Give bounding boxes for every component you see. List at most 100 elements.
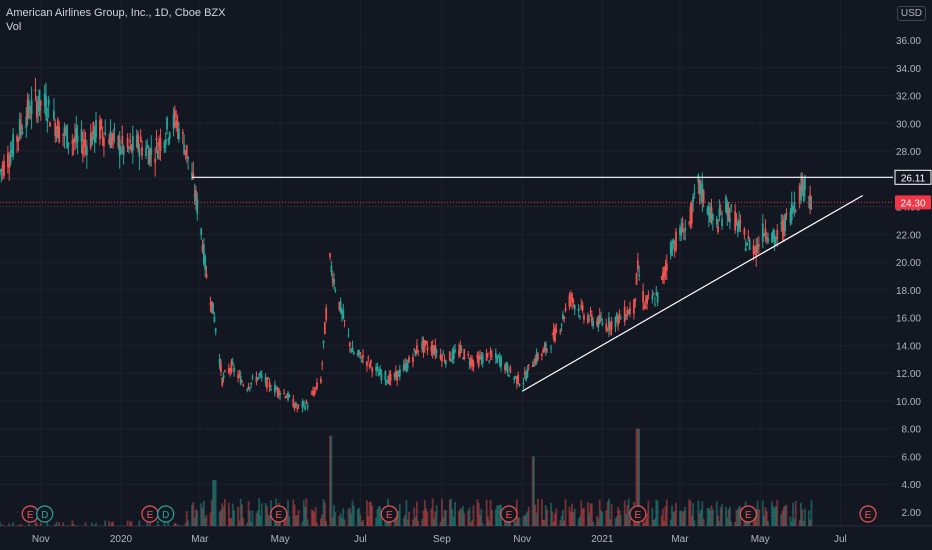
- volume-bar: [580, 500, 583, 526]
- volume-indicator-label[interactable]: Vol: [6, 21, 22, 33]
- volume-bar: [479, 514, 481, 526]
- candle-body: [360, 360, 363, 362]
- candle-body: [0, 170, 1, 173]
- candle-body: [430, 346, 433, 352]
- candle-body: [366, 361, 368, 367]
- candle-body: [21, 131, 24, 134]
- volume-bar: [371, 505, 374, 526]
- candle-body: [67, 142, 70, 146]
- currency-button[interactable]: USD: [896, 6, 926, 21]
- volume-bar: [421, 519, 424, 526]
- dividend-marker-label: D: [41, 510, 48, 521]
- volume-bar: [330, 435, 333, 526]
- candle-body: [330, 265, 333, 273]
- candle-body: [325, 308, 328, 321]
- candle-body: [200, 228, 203, 235]
- candle-body: [229, 369, 232, 372]
- volume-bar: [1, 524, 4, 526]
- volume-bar: [268, 514, 271, 526]
- candle-body: [402, 364, 405, 371]
- earnings-marker[interactable]: [270, 505, 288, 523]
- candle-body: [754, 249, 756, 251]
- candle-body: [534, 358, 537, 364]
- candle-body: [362, 354, 364, 359]
- candle-body: [147, 151, 150, 165]
- volume-bar: [339, 513, 342, 526]
- earnings-marker[interactable]: [629, 505, 647, 523]
- volume-bar: [126, 520, 129, 526]
- volume-bar: [138, 520, 141, 526]
- candle-body: [506, 364, 509, 374]
- candle-body: [62, 133, 65, 136]
- volume-bar: [586, 502, 589, 526]
- candle-body: [413, 348, 416, 350]
- volume-bar: [448, 499, 451, 526]
- volume-bar: [379, 506, 381, 526]
- volume-bar: [433, 518, 435, 526]
- candle-body: [734, 210, 737, 231]
- candle-body: [237, 374, 239, 379]
- chart-header: American Airlines Group, Inc., 1D, Cboe …: [6, 6, 225, 34]
- volume-bar: [776, 499, 779, 526]
- earnings-marker[interactable]: [859, 505, 877, 523]
- candle-body: [697, 174, 700, 184]
- candle-body: [85, 146, 88, 156]
- volume-bar: [660, 515, 663, 526]
- candle-body: [312, 390, 314, 395]
- volume-bar: [748, 522, 751, 526]
- volume-bar: [551, 511, 554, 526]
- volume-bar: [707, 507, 710, 526]
- candle-body: [651, 295, 654, 300]
- volume-bar: [772, 506, 775, 526]
- candle-body: [174, 110, 176, 117]
- volume-bar: [54, 524, 57, 526]
- candle-body: [285, 396, 288, 398]
- earnings-marker[interactable]: [380, 505, 398, 523]
- trend-line: [521, 194, 864, 392]
- volume-bar: [158, 525, 161, 526]
- candle-body: [150, 148, 153, 155]
- candle-body: [571, 293, 573, 302]
- candle-body: [112, 133, 115, 140]
- y-tick-label: 32.00: [896, 92, 921, 103]
- earnings-marker[interactable]: [500, 505, 518, 523]
- candle-body: [100, 119, 103, 129]
- candle-body: [698, 179, 701, 194]
- candle-body: [717, 226, 719, 233]
- candle-body: [660, 276, 663, 278]
- volume-bar: [496, 505, 499, 526]
- volume-bar: [590, 503, 593, 526]
- volume-bar: [476, 499, 479, 526]
- candle-body: [196, 199, 199, 214]
- last-price-label: 24.30: [900, 198, 925, 209]
- candle-body: [515, 376, 518, 384]
- volume-bar: [471, 520, 474, 526]
- volume-bar: [509, 522, 512, 526]
- candle-body: [166, 117, 168, 130]
- candle-body: [702, 190, 705, 203]
- volume-bar: [367, 515, 370, 526]
- volume-bar: [91, 522, 93, 526]
- candle-body: [191, 172, 193, 180]
- volume-bar: [540, 499, 543, 526]
- candle-body: [771, 232, 773, 243]
- volume-bar: [809, 519, 812, 526]
- volume-bar: [130, 521, 133, 526]
- candle-body: [187, 156, 189, 160]
- volume-bar: [771, 501, 773, 526]
- volume-bar: [28, 523, 30, 526]
- candle-body: [268, 381, 271, 388]
- volume-bar: [149, 522, 151, 526]
- volume-bar: [690, 515, 693, 526]
- dividend-marker[interactable]: [157, 505, 175, 523]
- volume-bar: [789, 516, 792, 526]
- x-tick-label: Mar: [191, 534, 209, 545]
- candle-body: [423, 340, 426, 348]
- candle-body: [707, 206, 710, 217]
- candle-body: [26, 99, 29, 119]
- candle-body: [518, 384, 521, 386]
- earnings-marker[interactable]: [739, 505, 757, 523]
- dividend-marker[interactable]: [36, 505, 54, 523]
- volume-bar: [608, 498, 610, 526]
